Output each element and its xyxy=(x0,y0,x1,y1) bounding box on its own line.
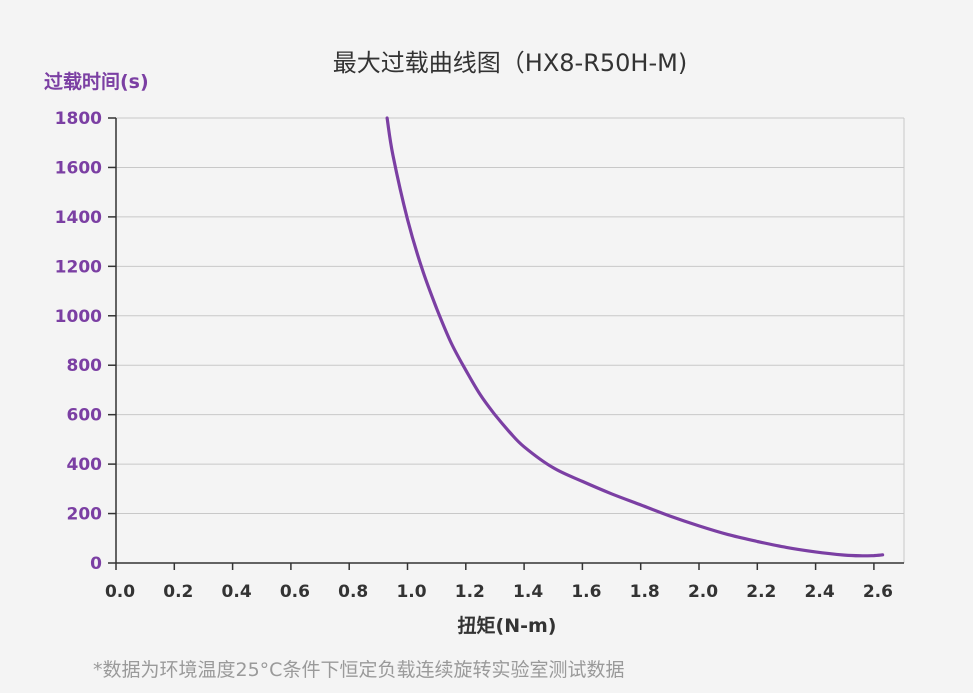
y-tick-label: 200 xyxy=(67,505,103,525)
overload-curve xyxy=(385,116,885,558)
y-tick-label: 400 xyxy=(67,455,103,475)
x-tick-label: 1.2 xyxy=(455,582,485,602)
y-tick-label: 600 xyxy=(67,406,103,426)
x-tick-label: 2.4 xyxy=(805,582,835,602)
x-tick-label: 1.4 xyxy=(513,582,543,602)
y-ticks: 0 200 400 600 800 1000 1200 1400 1600 1800 xyxy=(55,109,116,574)
grid-lines xyxy=(116,117,904,515)
y-tick-label: 1400 xyxy=(55,208,102,228)
y-tick-label: 1200 xyxy=(55,257,102,277)
x-tick-label: 0.4 xyxy=(222,582,252,602)
x-tick-label: 0.6 xyxy=(280,582,310,602)
chart-title: 最大过载曲线图（HX8-R50H-M) xyxy=(333,49,687,77)
x-tick-label: 1.8 xyxy=(630,582,660,602)
y-tick-label: 1000 xyxy=(55,307,102,327)
x-tick-label: 1.0 xyxy=(396,582,426,602)
axes xyxy=(115,118,905,564)
x-tick-label: 1.6 xyxy=(571,582,601,602)
y-tick-label: 1600 xyxy=(55,158,102,178)
footnote: *数据为环境温度25°C条件下恒定负载连续旋转实验室测试数据 xyxy=(93,659,624,681)
x-ticks: 0.0 0.2 0.4 0.6 0.8 1.0 1.2 1.4 1.6 1.8 2.0 2.2 2.4 2… xyxy=(105,563,893,602)
x-tick-label: 0.2 xyxy=(163,582,193,602)
y-tick-label: 0 xyxy=(90,554,102,574)
x-tick-label: 2.2 xyxy=(746,582,776,602)
x-tick-label: 2.0 xyxy=(688,582,718,602)
x-tick-label: 2.6 xyxy=(863,582,893,602)
y-tick-label: 800 xyxy=(67,356,103,376)
y-axis-label: 过载时间(s) xyxy=(44,70,149,93)
x-tick-label: 0.0 xyxy=(105,582,135,602)
x-tick-label: 0.8 xyxy=(338,582,368,602)
y-tick-label: 1800 xyxy=(55,109,102,129)
x-axis-label: 扭矩(N-m) xyxy=(458,614,557,637)
series-lines xyxy=(385,116,885,558)
